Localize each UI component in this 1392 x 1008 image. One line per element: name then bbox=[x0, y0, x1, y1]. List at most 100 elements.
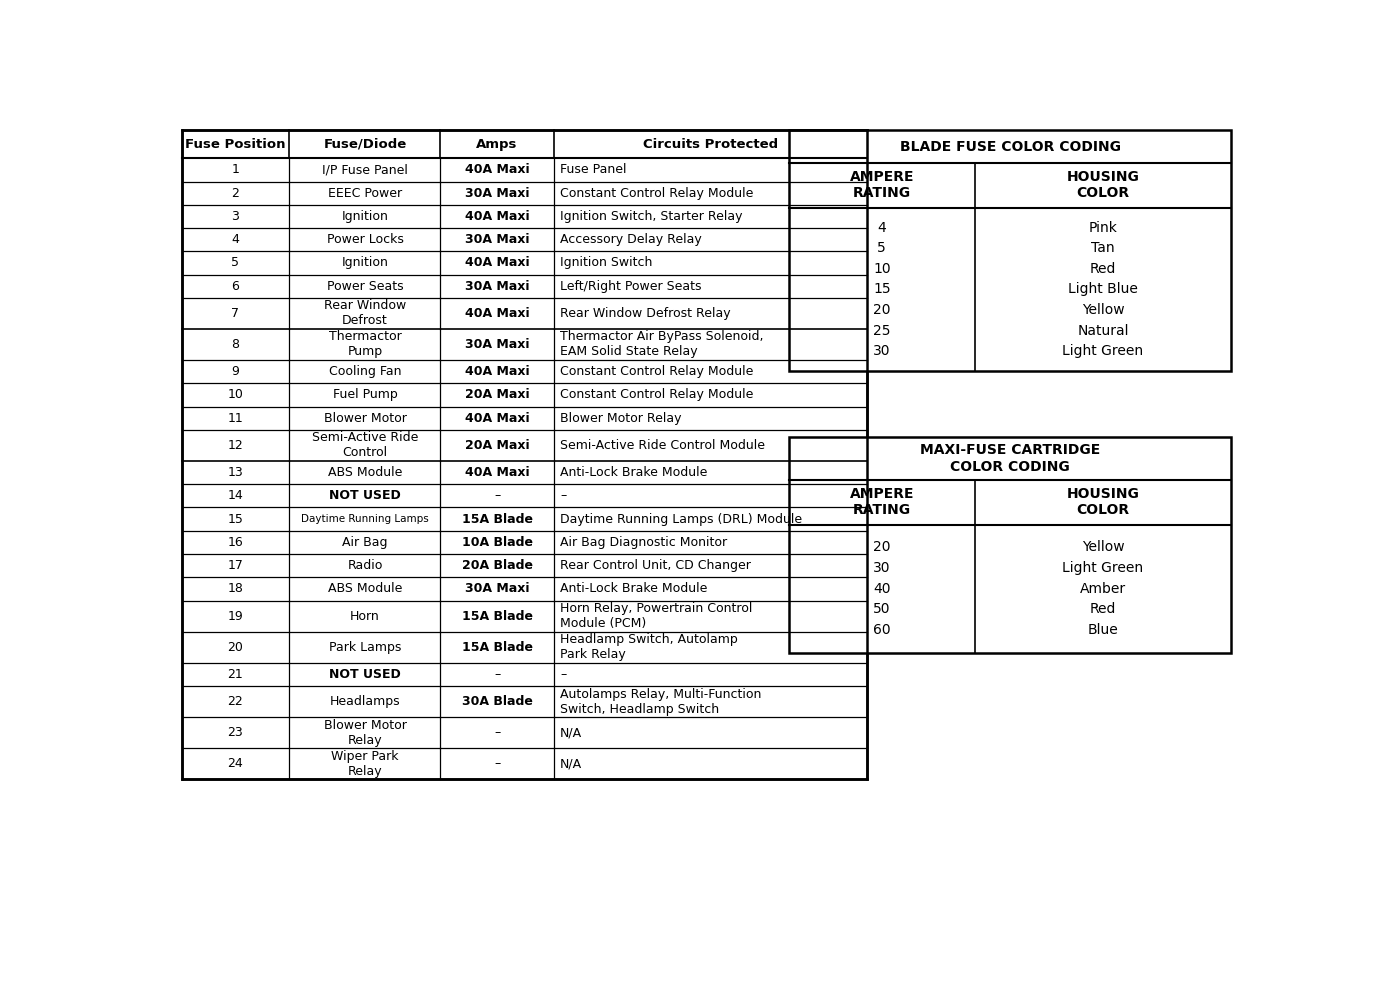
Text: Autolamps Relay, Multi-Function
Switch, Headlamp Switch: Autolamps Relay, Multi-Function Switch, … bbox=[560, 687, 761, 716]
Text: N/A: N/A bbox=[560, 726, 582, 739]
Text: Amps: Amps bbox=[476, 138, 518, 151]
Text: 18: 18 bbox=[227, 583, 244, 596]
Text: Wiper Park
Relay: Wiper Park Relay bbox=[331, 750, 398, 777]
Text: NOT USED: NOT USED bbox=[329, 489, 401, 502]
Text: Daytime Running Lamps (DRL) Module: Daytime Running Lamps (DRL) Module bbox=[560, 513, 802, 525]
Bar bbox=[789, 130, 1231, 371]
Text: Left/Right Power Seats: Left/Right Power Seats bbox=[560, 280, 702, 292]
Text: –: – bbox=[560, 668, 567, 680]
Text: –: – bbox=[494, 726, 500, 739]
Text: 40A Maxi: 40A Maxi bbox=[465, 365, 529, 378]
Text: AMPERE
RATING: AMPERE RATING bbox=[849, 170, 915, 201]
Text: 30A Maxi: 30A Maxi bbox=[465, 280, 529, 292]
Text: ABS Module: ABS Module bbox=[327, 583, 402, 596]
Text: EEEC Power: EEEC Power bbox=[329, 186, 402, 200]
Text: 15A Blade: 15A Blade bbox=[462, 641, 533, 654]
Text: 19: 19 bbox=[228, 610, 244, 623]
Text: HOUSING
COLOR: HOUSING COLOR bbox=[1066, 487, 1140, 517]
Text: Accessory Delay Relay: Accessory Delay Relay bbox=[560, 233, 702, 246]
Text: Semi-Active Ride Control Module: Semi-Active Ride Control Module bbox=[560, 438, 766, 452]
Text: Constant Control Relay Module: Constant Control Relay Module bbox=[560, 388, 753, 401]
Text: 15A Blade: 15A Blade bbox=[462, 513, 533, 525]
Text: 15: 15 bbox=[227, 513, 244, 525]
Text: 8: 8 bbox=[231, 338, 239, 351]
Text: 14: 14 bbox=[228, 489, 244, 502]
Text: ABS Module: ABS Module bbox=[327, 466, 402, 479]
Text: Constant Control Relay Module: Constant Control Relay Module bbox=[560, 186, 753, 200]
Text: 13: 13 bbox=[228, 466, 244, 479]
Text: 40A Maxi: 40A Maxi bbox=[465, 466, 529, 479]
Text: Thermactor Air ByPass Solenoid,
EAM Solid State Relay: Thermactor Air ByPass Solenoid, EAM Soli… bbox=[560, 331, 764, 359]
Text: Blower Motor
Relay: Blower Motor Relay bbox=[323, 719, 406, 747]
Text: 40A Maxi: 40A Maxi bbox=[465, 411, 529, 424]
Text: Constant Control Relay Module: Constant Control Relay Module bbox=[560, 365, 753, 378]
Text: 2: 2 bbox=[231, 186, 239, 200]
Text: –: – bbox=[494, 757, 500, 770]
Text: Blower Motor Relay: Blower Motor Relay bbox=[560, 411, 682, 424]
Text: 24: 24 bbox=[228, 757, 244, 770]
Text: 40A Maxi: 40A Maxi bbox=[465, 163, 529, 176]
Text: N/A: N/A bbox=[560, 757, 582, 770]
Text: 3: 3 bbox=[231, 210, 239, 223]
Text: 12: 12 bbox=[228, 438, 244, 452]
Text: I/P Fuse Panel: I/P Fuse Panel bbox=[322, 163, 408, 176]
Text: 4
5
10
15
20
25
30: 4 5 10 15 20 25 30 bbox=[873, 221, 891, 358]
Text: 17: 17 bbox=[227, 559, 244, 573]
Text: Power Locks: Power Locks bbox=[327, 233, 404, 246]
Text: 40A Maxi: 40A Maxi bbox=[465, 210, 529, 223]
Text: Ignition: Ignition bbox=[341, 256, 388, 269]
Text: BLADE FUSE COLOR CODING: BLADE FUSE COLOR CODING bbox=[899, 139, 1121, 153]
Text: Cooling Fan: Cooling Fan bbox=[329, 365, 401, 378]
Bar bbox=[789, 436, 1231, 652]
Text: 20A Maxi: 20A Maxi bbox=[465, 388, 529, 401]
Text: Headlamps: Headlamps bbox=[330, 696, 401, 708]
Text: Air Bag: Air Bag bbox=[342, 536, 388, 549]
Text: Fuse Panel: Fuse Panel bbox=[560, 163, 626, 176]
Text: 23: 23 bbox=[228, 726, 244, 739]
Bar bbox=[181, 130, 867, 779]
Text: 30A Blade: 30A Blade bbox=[462, 696, 533, 708]
Text: 10: 10 bbox=[227, 388, 244, 401]
Text: Thermactor
Pump: Thermactor Pump bbox=[329, 331, 401, 359]
Text: Horn Relay, Powertrain Control
Module (PCM): Horn Relay, Powertrain Control Module (P… bbox=[560, 602, 753, 630]
Text: Rear Control Unit, CD Changer: Rear Control Unit, CD Changer bbox=[560, 559, 752, 573]
Text: –: – bbox=[560, 489, 567, 502]
Text: Fuse Position: Fuse Position bbox=[185, 138, 285, 151]
Text: 22: 22 bbox=[228, 696, 244, 708]
Text: MAXI-FUSE CARTRIDGE
COLOR CODING: MAXI-FUSE CARTRIDGE COLOR CODING bbox=[920, 443, 1100, 474]
Text: Ignition: Ignition bbox=[341, 210, 388, 223]
Text: Power Seats: Power Seats bbox=[327, 280, 404, 292]
Text: 5: 5 bbox=[231, 256, 239, 269]
Text: Blower Motor: Blower Motor bbox=[323, 411, 406, 424]
Text: Daytime Running Lamps: Daytime Running Lamps bbox=[301, 514, 429, 524]
Text: Anti-Lock Brake Module: Anti-Lock Brake Module bbox=[560, 583, 707, 596]
Text: NOT USED: NOT USED bbox=[329, 668, 401, 680]
Text: Headlamp Switch, Autolamp
Park Relay: Headlamp Switch, Autolamp Park Relay bbox=[560, 633, 738, 661]
Text: Fuse/Diode: Fuse/Diode bbox=[323, 138, 406, 151]
Text: 4: 4 bbox=[231, 233, 239, 246]
Text: 11: 11 bbox=[228, 411, 244, 424]
Text: 16: 16 bbox=[228, 536, 244, 549]
Text: 10A Blade: 10A Blade bbox=[462, 536, 533, 549]
Text: –: – bbox=[494, 668, 500, 680]
Text: Anti-Lock Brake Module: Anti-Lock Brake Module bbox=[560, 466, 707, 479]
Text: 30A Maxi: 30A Maxi bbox=[465, 338, 529, 351]
Text: Rear Window
Defrost: Rear Window Defrost bbox=[324, 299, 406, 328]
Text: Air Bag Diagnostic Monitor: Air Bag Diagnostic Monitor bbox=[560, 536, 728, 549]
Text: Park Lamps: Park Lamps bbox=[329, 641, 401, 654]
Text: 20A Maxi: 20A Maxi bbox=[465, 438, 529, 452]
Text: 21: 21 bbox=[228, 668, 244, 680]
Text: 30A Maxi: 30A Maxi bbox=[465, 233, 529, 246]
Text: 40A Maxi: 40A Maxi bbox=[465, 307, 529, 320]
Text: HOUSING
COLOR: HOUSING COLOR bbox=[1066, 170, 1140, 201]
Text: Pink
Tan
Red
Light Blue
Yellow
Natural
Light Green: Pink Tan Red Light Blue Yellow Natural L… bbox=[1062, 221, 1143, 358]
Text: Yellow
Light Green
Amber
Red
Blue: Yellow Light Green Amber Red Blue bbox=[1062, 540, 1143, 637]
Text: Ignition Switch: Ignition Switch bbox=[560, 256, 653, 269]
Text: 20
30
40
50
60: 20 30 40 50 60 bbox=[873, 540, 891, 637]
Text: 7: 7 bbox=[231, 307, 239, 320]
Text: 9: 9 bbox=[231, 365, 239, 378]
Text: 1: 1 bbox=[231, 163, 239, 176]
Text: Semi-Active Ride
Control: Semi-Active Ride Control bbox=[312, 431, 418, 460]
Text: 20A Blade: 20A Blade bbox=[462, 559, 533, 573]
Text: 6: 6 bbox=[231, 280, 239, 292]
